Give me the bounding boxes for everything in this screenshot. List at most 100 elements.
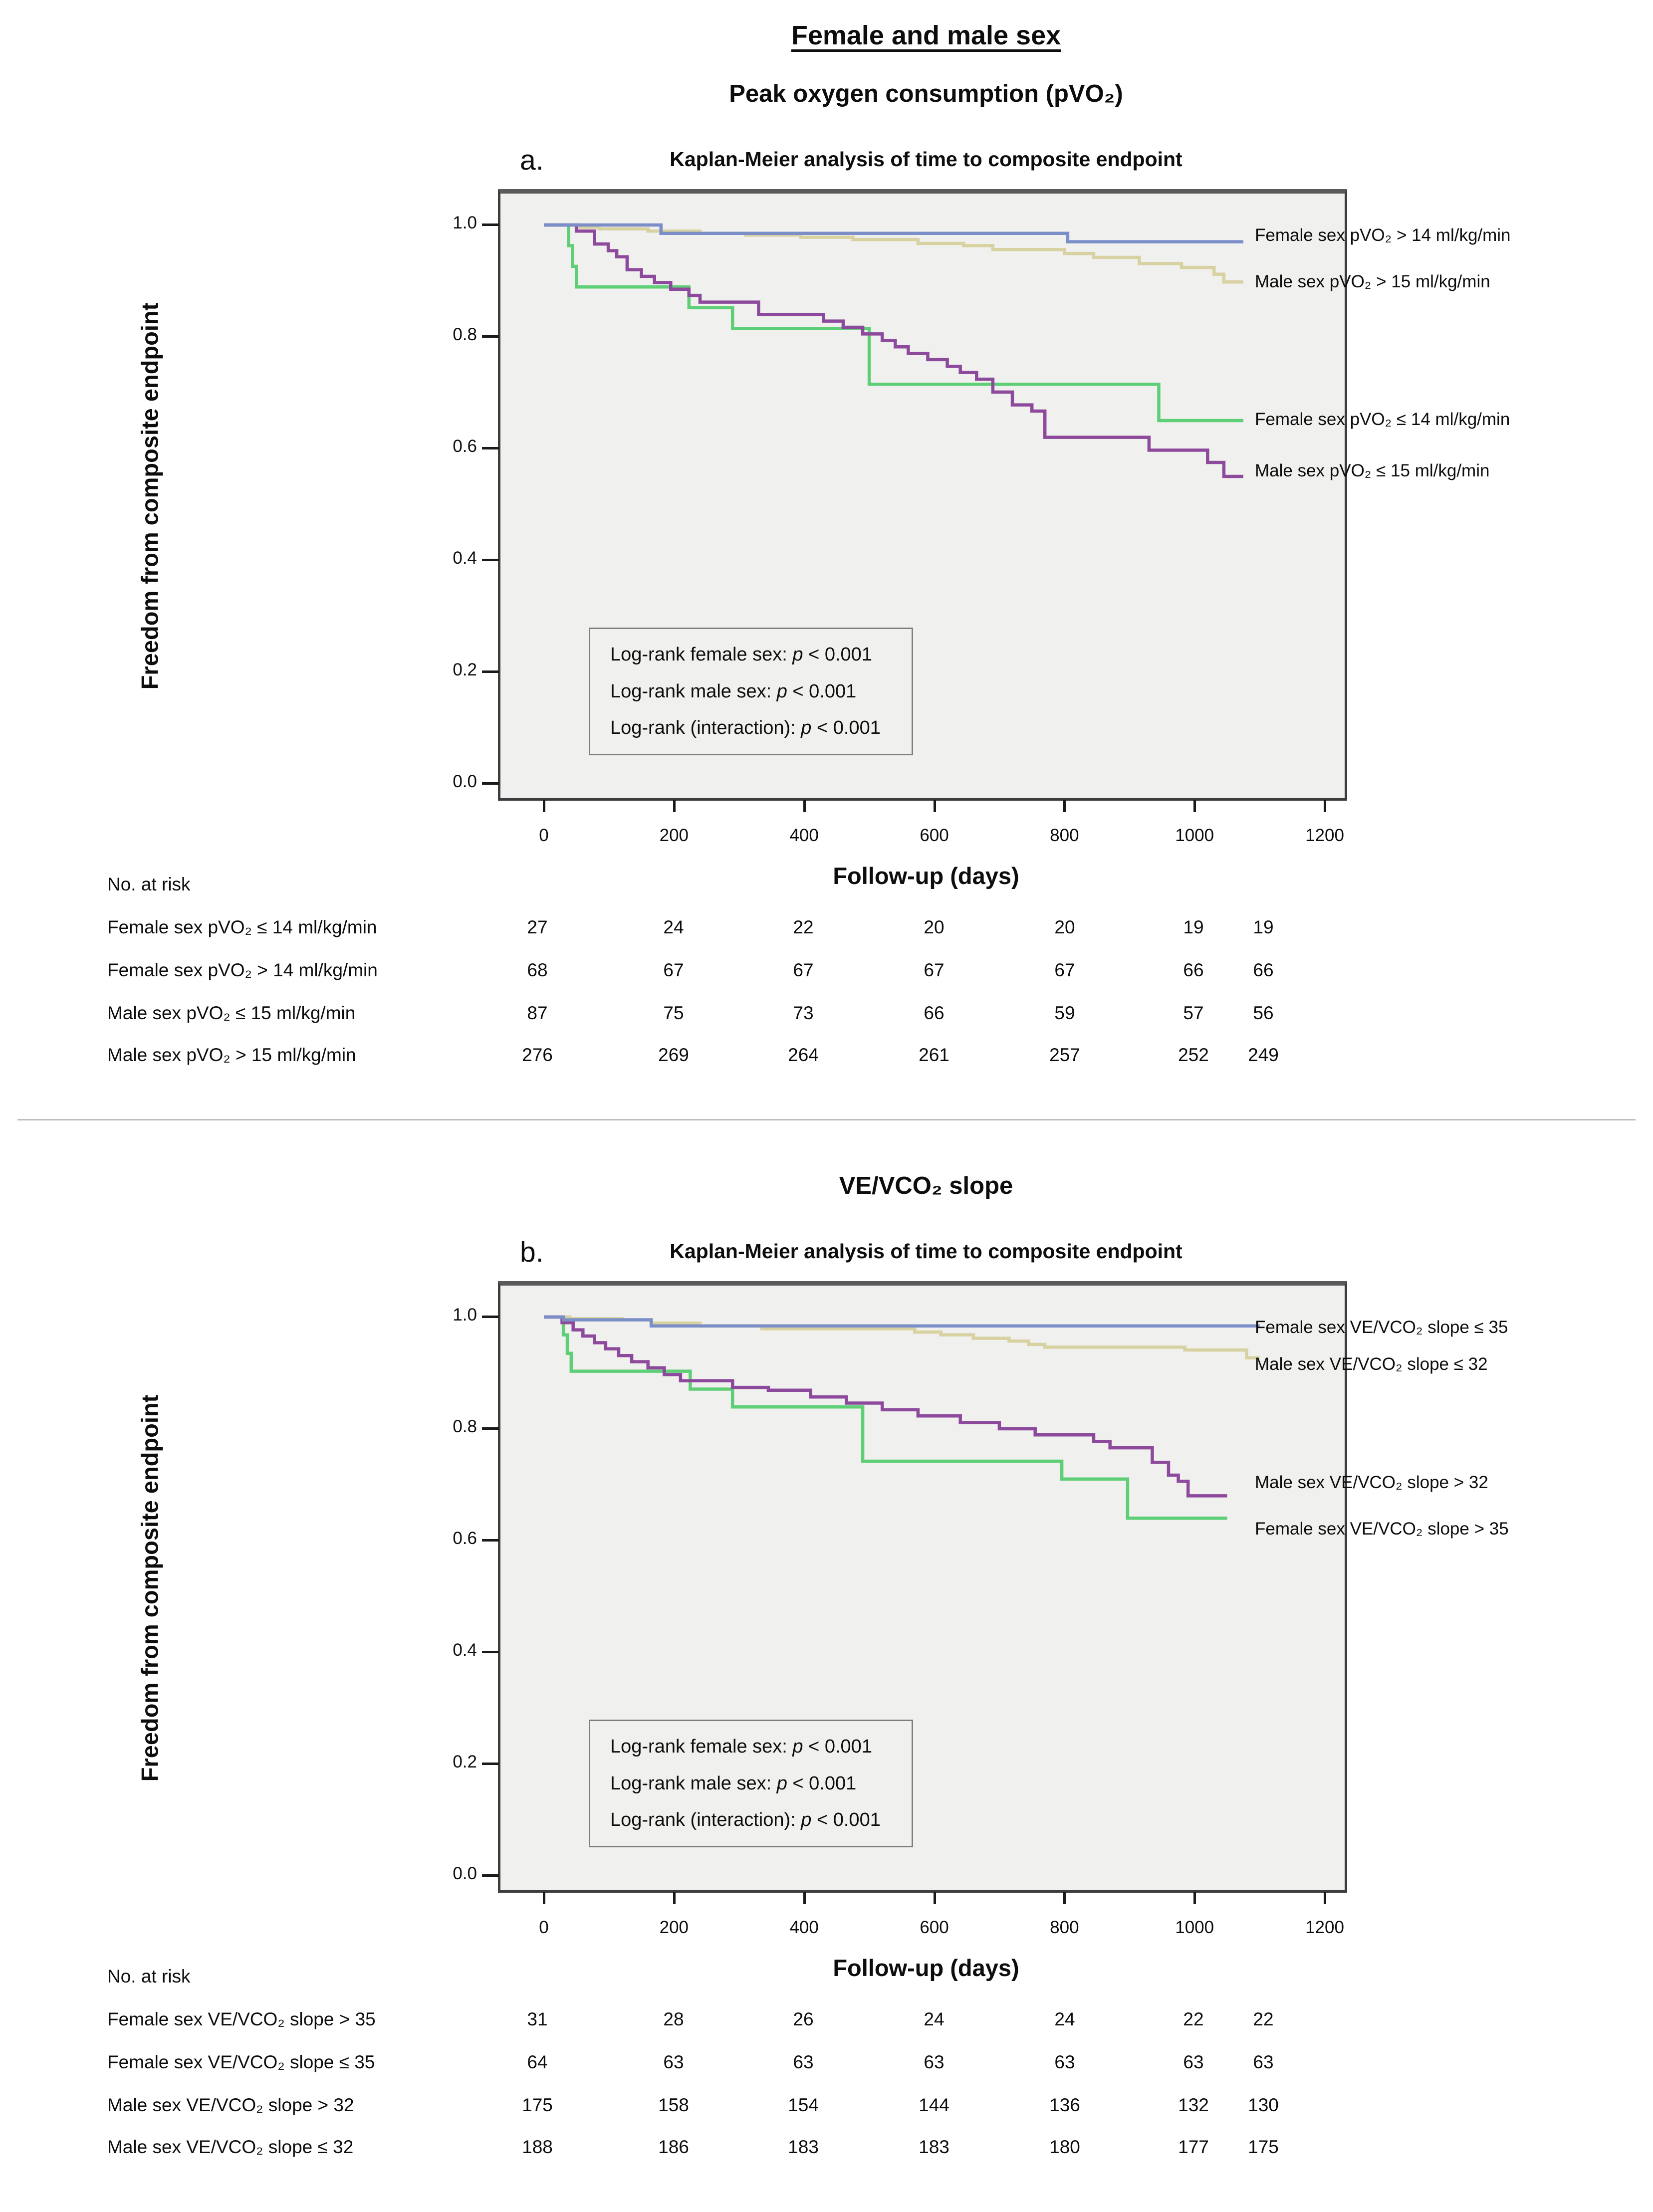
logrank-value: < 0.001 (787, 1772, 857, 1794)
risk-value: 22 (793, 917, 814, 937)
risk-row-label: Male sex VE/VCO₂ slope > 32 (107, 2095, 354, 2115)
panel-a-logrank-box: Log-rank female sex: p < 0.001 Log-rank m… (589, 628, 913, 755)
logrank-text: Log-rank female sex: (610, 644, 793, 665)
x-tick-label: 800 (1050, 1918, 1079, 1937)
risk-value: 68 (527, 960, 548, 980)
logrank-p-symbol: p (801, 717, 812, 738)
risk-value: 24 (1054, 2009, 1075, 2029)
panel-divider (17, 1119, 1636, 1120)
risk-value: 252 (1178, 1045, 1209, 1065)
x-tick-mark (1063, 800, 1066, 812)
km-curve (544, 223, 1243, 478)
x-tick-label: 600 (920, 826, 949, 845)
panel-b-x-axis-label: Follow-up (days) (833, 1955, 1019, 1981)
panel-a-x-axis-label: Follow-up (days) (833, 863, 1019, 889)
risk-value: 63 (663, 2052, 684, 2072)
x-tick-label: 1000 (1175, 1918, 1214, 1937)
x-tick-mark (933, 1892, 936, 1904)
risk-value: 66 (924, 1003, 945, 1023)
logrank-p-symbol: p (776, 680, 787, 702)
x-tick-mark (803, 800, 806, 812)
legend-label: Female sex VE/VCO₂ slope > 35 (1255, 1519, 1509, 1539)
legend-label: Male sex pVO₂ ≤ 15 ml/kg/min (1255, 461, 1490, 481)
panel-b-km-chart (544, 1315, 1260, 1520)
logrank-value: < 0.001 (803, 1736, 872, 1758)
risk-value: 26 (793, 2009, 814, 2029)
risk-value: 175 (522, 2095, 553, 2115)
risk-value: 19 (1253, 917, 1274, 937)
y-tick-mark (482, 1316, 499, 1318)
y-tick-mark (482, 670, 499, 673)
km-curve (544, 1315, 1227, 1498)
y-tick-mark (482, 1539, 499, 1542)
y-tick-mark (482, 223, 499, 226)
logrank-p-symbol: p (776, 1772, 787, 1794)
risk-value: 67 (924, 960, 945, 980)
x-tick-label: 200 (659, 826, 689, 845)
x-tick-mark (1193, 800, 1196, 812)
risk-value: 175 (1248, 2137, 1279, 2157)
y-tick-mark (482, 1651, 499, 1653)
logrank-text: Log-rank (interaction): (610, 717, 801, 738)
panel-a-chart-title: Kaplan-Meier analysis of time to composi… (670, 148, 1182, 171)
panel-a-y-axis-label: Freedom from composite endpoint (136, 302, 163, 689)
panel-a-section-title: Peak oxygen consumption (pVO₂) (729, 80, 1123, 107)
risk-value: 249 (1248, 1045, 1279, 1065)
risk-value: 75 (663, 1003, 684, 1023)
risk-value: 188 (522, 2137, 553, 2157)
risk-value: 22 (1183, 2009, 1204, 2029)
x-tick-label: 400 (789, 1918, 819, 1937)
y-tick-label: 0.4 (453, 1640, 477, 1660)
risk-value: 130 (1248, 2095, 1279, 2115)
x-tick-mark (1324, 1892, 1327, 1904)
x-tick-label: 0 (539, 1918, 549, 1937)
risk-value: 158 (658, 2095, 689, 2115)
risk-value: 63 (924, 2052, 945, 2072)
y-tick-label: 0.6 (453, 437, 477, 456)
legend-label: Female sex VE/VCO₂ slope ≤ 35 (1255, 1317, 1508, 1337)
x-tick-mark (543, 1892, 545, 1904)
x-tick-label: 200 (659, 1918, 689, 1937)
logrank-line: Log-rank (interaction): p < 0.001 (610, 717, 912, 739)
risk-value: 154 (788, 2095, 819, 2115)
risk-value: 31 (527, 2009, 548, 2029)
logrank-line: Log-rank male sex: p < 0.001 (610, 681, 912, 702)
y-tick-mark (482, 1427, 499, 1430)
y-tick-label: 0.0 (453, 772, 477, 791)
risk-value: 63 (793, 2052, 814, 2072)
panel-b-section-title: VE/VCO₂ slope (839, 1172, 1013, 1199)
logrank-line: Log-rank female sex: p < 0.001 (610, 1736, 912, 1758)
y-tick-mark (482, 1874, 499, 1877)
risk-value: 63 (1054, 2052, 1075, 2072)
risk-value: 73 (793, 1003, 814, 1023)
x-tick-label: 800 (1050, 826, 1079, 845)
risk-value: 261 (919, 1045, 949, 1065)
risk-value: 28 (663, 2009, 684, 2029)
risk-value: 64 (527, 2052, 548, 2072)
panel-b-letter: b. (520, 1236, 544, 1268)
y-tick-label: 0.6 (453, 1529, 477, 1548)
y-tick-label: 0.2 (453, 1752, 477, 1771)
x-tick-mark (1193, 1892, 1196, 1904)
logrank-value: < 0.001 (811, 717, 881, 738)
panel-b-y-axis-label: Freedom from composite endpoint (136, 1394, 163, 1781)
risk-row-label: Female sex pVO₂ > 14 ml/kg/min (107, 960, 378, 980)
km-curve (544, 223, 1243, 243)
y-tick-mark (482, 1763, 499, 1765)
risk-value: 20 (1054, 917, 1075, 937)
risk-value: 24 (663, 917, 684, 937)
risk-value: 63 (1253, 2052, 1274, 2072)
x-tick-mark (1063, 1892, 1066, 1904)
risk-value: 186 (658, 2137, 689, 2157)
risk-row-label: Male sex VE/VCO₂ slope ≤ 32 (107, 2137, 354, 2157)
risk-value: 66 (1183, 960, 1204, 980)
y-tick-mark (482, 447, 499, 449)
x-tick-label: 0 (539, 826, 549, 845)
y-tick-label: 0.8 (453, 1417, 477, 1436)
risk-value: 67 (663, 960, 684, 980)
logrank-text: Log-rank female sex: (610, 1736, 793, 1758)
risk-value: 257 (1049, 1045, 1080, 1065)
risk-row-label: Male sex pVO₂ > 15 ml/kg/min (107, 1045, 356, 1065)
y-tick-label: 0.4 (453, 548, 477, 568)
